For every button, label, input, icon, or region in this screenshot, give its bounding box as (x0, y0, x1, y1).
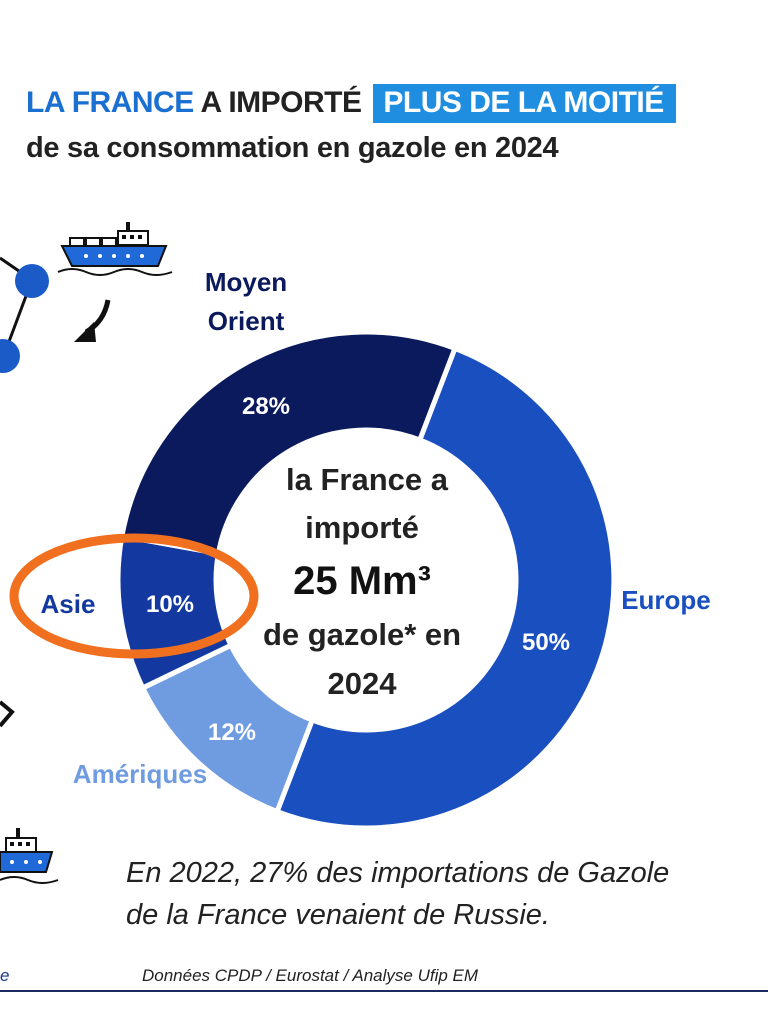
asie-highlight-ellipse (9, 533, 259, 659)
network-icon (0, 256, 49, 373)
slice-label-asie: 10% (146, 591, 194, 618)
slice-moyen-orient (119, 329, 459, 557)
category-label-europe: Europe (621, 585, 711, 615)
slice-label-ameriques: 12% (208, 719, 256, 746)
slice-label-europe: 50% (522, 629, 570, 656)
source-credit: Données CPDP / Eurostat / Analyse Ufip E… (142, 966, 479, 985)
center-text-line4: de gazole* en (263, 617, 461, 652)
curved-arrow-icon (74, 299, 111, 342)
slice-europe (273, 345, 617, 831)
title-france: LA FRANCE (26, 86, 194, 119)
center-text-line5: 2024 (328, 666, 398, 701)
page-title: LA FRANCE A IMPORTÉ PLUS DE LA MOITIÉ (26, 84, 676, 123)
title-imported: A IMPORTÉ (200, 86, 362, 119)
category-label-moyen-orient-2: Orient (208, 306, 285, 336)
center-text-line2: importé (305, 510, 419, 545)
source-fragment: e (0, 966, 10, 985)
footnote-line1: En 2022, 27% des importations de Gazole (126, 857, 670, 889)
bottom-divider (0, 990, 768, 992)
center-text-line3: 25 Mm³ (293, 559, 431, 603)
category-label-ameriques: Amériques (73, 759, 207, 789)
slice-label-moyen-orient: 28% (242, 393, 290, 420)
category-label-moyen-orient-1: Moyen (205, 267, 287, 297)
partial-arrow-icon (0, 700, 15, 728)
ship-icon (57, 222, 173, 276)
footnote: En 2022, 27% des importations de Gazole … (126, 852, 746, 936)
center-text-line1: la France a (286, 462, 449, 497)
title-highlight-box: PLUS DE LA MOITIÉ (373, 84, 676, 123)
footnote-line2: de la France venaient de Russie. (126, 899, 550, 931)
category-label-asie: Asie (41, 589, 96, 619)
ship-icon-bottom (0, 828, 59, 884)
page-subtitle: de sa consommation en gazole en 2024 (26, 132, 559, 164)
